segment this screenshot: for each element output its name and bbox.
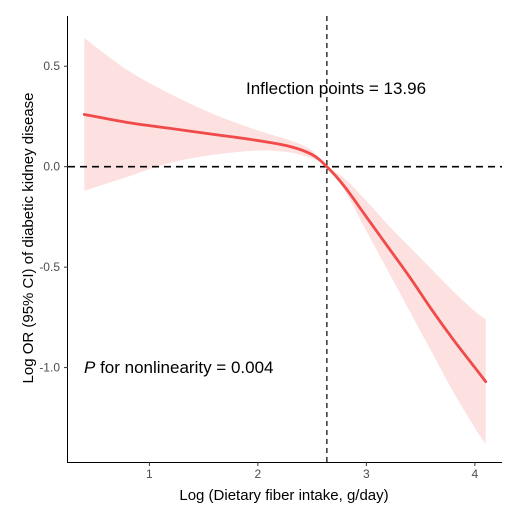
y-tick-label: -1.0 xyxy=(39,361,60,375)
confidence-band xyxy=(84,38,486,444)
x-tick-label: 3 xyxy=(363,467,370,481)
x-tick-label: 4 xyxy=(472,467,479,481)
inflection-annotation: Inflection points = 13.96 xyxy=(246,79,426,98)
or-curve xyxy=(82,113,488,384)
y-tick-label: -0.5 xyxy=(39,260,60,274)
x-axis-title: Log (Dietary fiber intake, g/day) xyxy=(179,487,388,504)
x-tick-label: 1 xyxy=(146,467,153,481)
y-tick-label: 0.0 xyxy=(43,160,60,174)
p-symbol: P xyxy=(84,358,96,377)
plot-area xyxy=(68,16,502,462)
nonlinearity-annotation: P for nonlinearity = 0.004 xyxy=(84,358,274,377)
axis-ticks: 1 2 3 4 -1.0 -0.5 0.0 0.5 xyxy=(39,59,478,481)
y-tick-label: 0.5 xyxy=(43,59,60,73)
y-axis-title: Log OR (95% CI) of diabetic kidney disea… xyxy=(20,93,37,384)
x-tick-label: 2 xyxy=(255,467,262,481)
nonlinearity-text: for nonlinearity = 0.004 xyxy=(95,358,273,377)
